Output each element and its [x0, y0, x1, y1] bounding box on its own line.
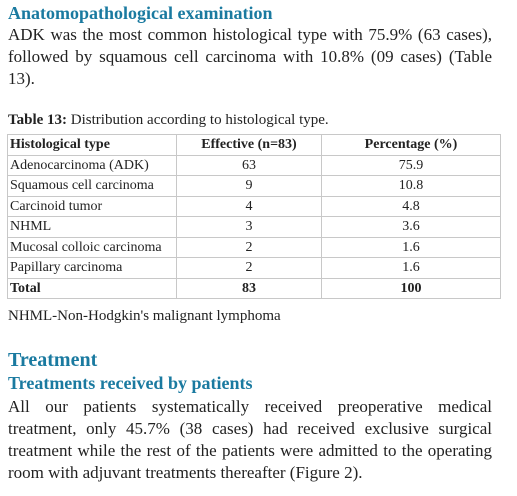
- table-cell: 9: [176, 175, 322, 197]
- section-heading: Treatment: [8, 349, 98, 371]
- table-cell: 63: [176, 154, 322, 176]
- paragraph: ADK was the most common histological typ…: [8, 25, 492, 88]
- table-cell: Papillary carcinoma: [7, 257, 177, 279]
- total-cell: 83: [176, 277, 322, 299]
- table-cell: 4: [176, 195, 322, 217]
- table-cell: 1.6: [321, 257, 501, 279]
- table-cell: 1.6: [321, 236, 501, 258]
- table-row: Adenocarcinoma (ADK) 63 75.9: [7, 154, 501, 176]
- table-cell: 10.8: [321, 175, 501, 197]
- table-row: NHML 3 3.6: [7, 216, 501, 238]
- footnote: NHML-Non-Hodgkin's malignant lymphoma: [8, 308, 281, 324]
- section-heading: Anatomopathological examination: [8, 3, 273, 23]
- table-cell: NHML: [7, 216, 177, 238]
- table-row: Carcinoid tumor 4 4.8: [7, 195, 501, 217]
- header-cell: Effective (n=83): [176, 134, 322, 156]
- caption-text: Distribution according to histological t…: [70, 112, 329, 128]
- table-cell: 3: [176, 216, 322, 238]
- table-row: Papillary carcinoma 2 1.6: [7, 257, 501, 279]
- total-cell: Total: [7, 277, 177, 299]
- header-row: Histological type Effective (n=83) Perce…: [7, 134, 501, 156]
- table-cell: Mucosal colloic carcinoma: [7, 236, 177, 258]
- table-body: Adenocarcinoma (ADK) 63 75.9 Squamous cell …: [7, 154, 501, 279]
- total-cell: 100: [321, 277, 501, 299]
- paragraph: All our patients systematically received…: [8, 397, 492, 482]
- table-cell: 2: [176, 236, 322, 258]
- table-cell: Adenocarcinoma (ADK): [7, 154, 177, 176]
- table-row: Squamous cell carcinoma 9 10.8: [7, 175, 501, 197]
- caption-label: Table 13:: [8, 112, 68, 128]
- total-row: Total 83 100: [7, 277, 501, 299]
- table-cell: 4.8: [321, 195, 501, 217]
- subheading: Treatments received by patients: [8, 373, 253, 393]
- table-cell: 75.9: [321, 154, 501, 176]
- header-cell: Percentage (%): [321, 134, 501, 156]
- header-cell: Histological type: [7, 134, 177, 156]
- table-cell: 2: [176, 257, 322, 279]
- table: Histological type Effective (n=83) Perce…: [7, 134, 501, 299]
- table-cell: Squamous cell carcinoma: [7, 175, 177, 197]
- table-cell: 3.6: [321, 216, 501, 238]
- table-cell: Carcinoid tumor: [7, 195, 177, 217]
- table-caption: Table 13: Distribution according to hist…: [8, 112, 329, 129]
- table-row: Mucosal colloic carcinoma 2 1.6: [7, 236, 501, 258]
